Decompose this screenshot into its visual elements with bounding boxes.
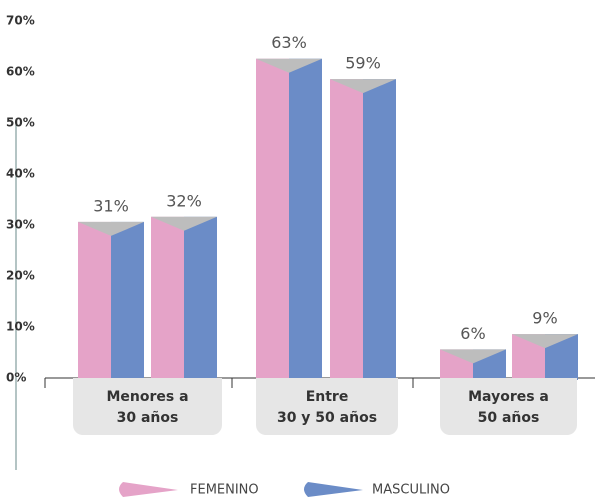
category-box-top (440, 378, 577, 390)
bar-left (78, 221, 111, 380)
y-tick-label: 40% (6, 167, 35, 181)
bar-top (78, 221, 144, 236)
bar-left (151, 216, 184, 380)
category-box-top (256, 378, 398, 390)
legend-swatch (304, 482, 363, 497)
legend-label: FEMENINO (190, 483, 259, 498)
category-box (73, 378, 222, 435)
bar-right (111, 221, 144, 380)
bar (256, 58, 322, 380)
bar-right (289, 58, 322, 380)
bar-top (512, 334, 578, 349)
x-tick-label: Entre (306, 389, 349, 405)
bar-top (440, 349, 506, 364)
x-tick-label: 30 y 50 años (277, 410, 377, 426)
bar-right (363, 79, 396, 380)
bar (151, 216, 217, 380)
bar (330, 79, 396, 380)
bar-top (151, 216, 217, 231)
bar-top (330, 79, 396, 94)
bar (512, 334, 578, 380)
category-box (440, 378, 577, 435)
bar-left (256, 58, 289, 380)
bar (78, 221, 144, 380)
value-label: 31% (93, 196, 129, 215)
bar-right (184, 216, 217, 380)
value-label: 9% (532, 309, 557, 328)
value-label: 59% (345, 54, 381, 73)
y-tick-label: 70% (6, 14, 35, 28)
x-tick-label: 30 años (117, 410, 179, 426)
x-tick-label: Menores a (106, 389, 188, 405)
bar-left (330, 79, 363, 380)
y-tick-label: 50% (6, 116, 35, 130)
value-label: 63% (271, 33, 307, 52)
x-tick-label: Mayores a (468, 389, 549, 405)
y-tick-label: 20% (6, 269, 35, 283)
y-tick-label: 0% (6, 371, 26, 385)
bar-top (256, 58, 322, 73)
value-label: 32% (166, 191, 202, 210)
category-box (256, 378, 398, 435)
legend-swatch (119, 482, 178, 497)
y-tick-label: 60% (6, 65, 35, 79)
x-tick-label: 50 años (478, 410, 540, 426)
bar (440, 349, 506, 380)
category-box-top (73, 378, 222, 390)
y-tick-label: 30% (6, 218, 35, 232)
value-label: 6% (460, 324, 485, 343)
legend-label: MASCULINO (372, 483, 450, 498)
y-tick-label: 10% (6, 320, 35, 334)
